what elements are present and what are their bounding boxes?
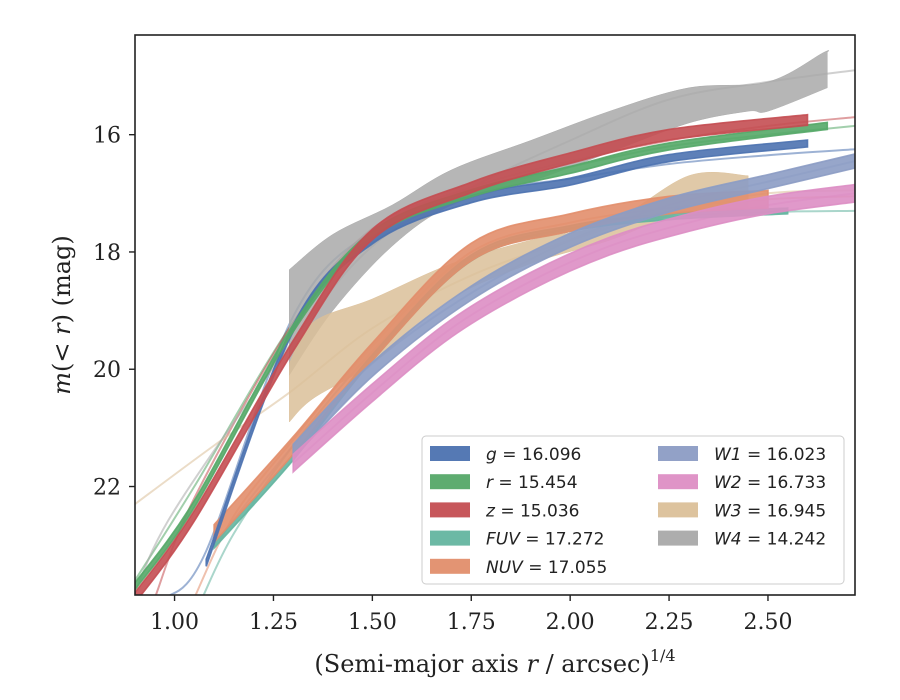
y-tick-label: 18 — [93, 241, 121, 266]
data-bands — [135, 50, 855, 595]
legend-swatch-r — [430, 474, 470, 490]
x-tick-label: 1.25 — [249, 610, 298, 635]
series-z-band — [135, 113, 809, 595]
y-tick-label: 20 — [93, 358, 121, 383]
x-tick-label: 2.50 — [743, 610, 792, 635]
y-axis-ticks: 16 18 20 22 — [93, 124, 135, 501]
x-tick-label: 1.75 — [447, 610, 496, 635]
legend-label-z: z = 15.036 — [485, 501, 579, 521]
y-axis-label: m(< r) (mag) — [48, 235, 76, 395]
legend-box — [421, 435, 845, 585]
x-axis-label: (Semi-major axis r / arcsec)1/4 — [314, 646, 675, 678]
series-w2-band — [292, 183, 855, 474]
legend-label-w4: W4 = 14.242 — [714, 530, 826, 550]
series-w1-band — [292, 153, 855, 461]
legend: g = 16.096 r = 15.454 z = 15.036 FUV = 17.2… — [421, 435, 845, 585]
y-tick-label: 22 — [93, 476, 121, 501]
legend-label-fuv: FUV = 17.272 — [486, 530, 604, 550]
x-tick-label: 1.00 — [150, 610, 199, 635]
legend-swatch-fuv — [430, 530, 470, 546]
legend-swatch-g — [430, 446, 470, 461]
legend-label-w1: W1 = 16.023 — [714, 445, 826, 465]
legend-swatch-z — [430, 502, 470, 518]
legend-swatch-w2 — [658, 474, 698, 490]
legend-swatch-w1 — [658, 446, 698, 461]
legend-swatch-w4 — [658, 530, 698, 546]
y-tick-label: 16 — [93, 124, 121, 149]
series-r-band — [135, 121, 829, 592]
x-tick-label: 2.00 — [546, 610, 595, 635]
legend-label-nuv: NUV = 17.055 — [486, 558, 607, 578]
legend-label-g: g = 16.096 — [486, 445, 581, 465]
legend-label-w2: W2 = 16.733 — [714, 473, 826, 493]
legend-swatch-nuv — [430, 558, 470, 574]
x-tick-label: 1.50 — [348, 610, 397, 635]
legend-swatch-w3 — [658, 502, 698, 518]
x-axis-ticks: 1.00 1.25 1.50 1.75 2.00 2.25 2.50 — [150, 595, 792, 635]
legend-label-w3: W3 = 16.945 — [714, 501, 826, 521]
plot-frame — [134, 34, 856, 596]
x-tick-label: 2.25 — [645, 610, 694, 635]
legend-label-r: r = 15.454 — [486, 473, 578, 493]
